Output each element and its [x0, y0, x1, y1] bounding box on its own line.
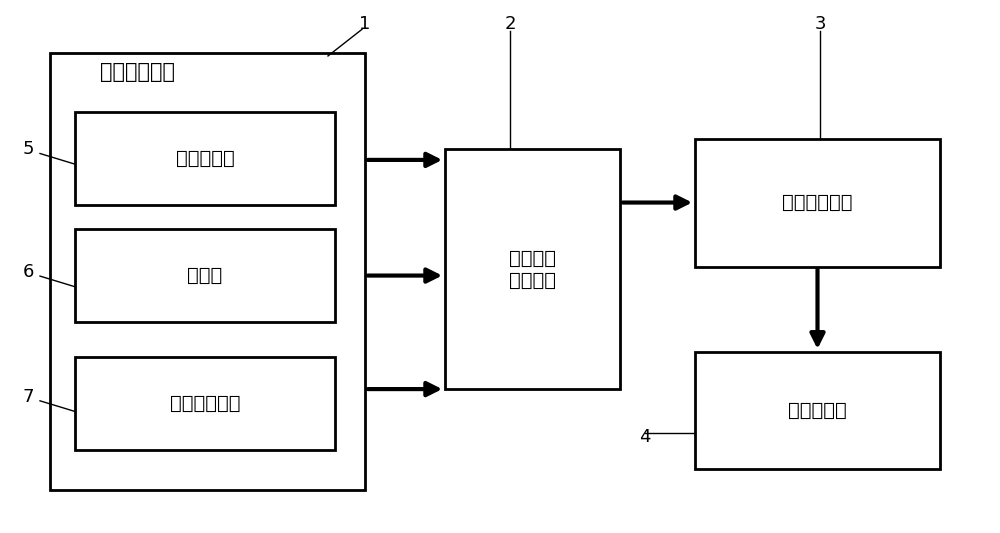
Text: 4: 4: [639, 428, 651, 446]
Text: 红外热成像仪: 红外热成像仪: [170, 394, 240, 413]
Bar: [75, 229, 335, 322]
Bar: [75, 357, 335, 450]
Text: 摄像头: 摄像头: [187, 266, 223, 285]
Bar: [695, 352, 940, 469]
Bar: [445, 149, 620, 389]
Text: 7: 7: [22, 388, 34, 406]
Text: 信息采集模块: 信息采集模块: [100, 62, 175, 82]
Text: 6: 6: [22, 263, 34, 281]
Text: 后合服务器: 后合服务器: [788, 401, 847, 420]
Text: 5: 5: [22, 140, 34, 158]
Bar: [75, 112, 335, 205]
Text: 3: 3: [814, 15, 826, 33]
Text: 1: 1: [359, 15, 371, 33]
Text: 2: 2: [504, 15, 516, 33]
Text: 信息传输模块: 信息传输模块: [782, 193, 853, 212]
Bar: [50, 53, 365, 490]
Text: 光纤传感器: 光纤传感器: [176, 149, 234, 168]
Bar: [695, 139, 940, 266]
Text: 信息融合
处理模块: 信息融合 处理模块: [509, 249, 556, 289]
